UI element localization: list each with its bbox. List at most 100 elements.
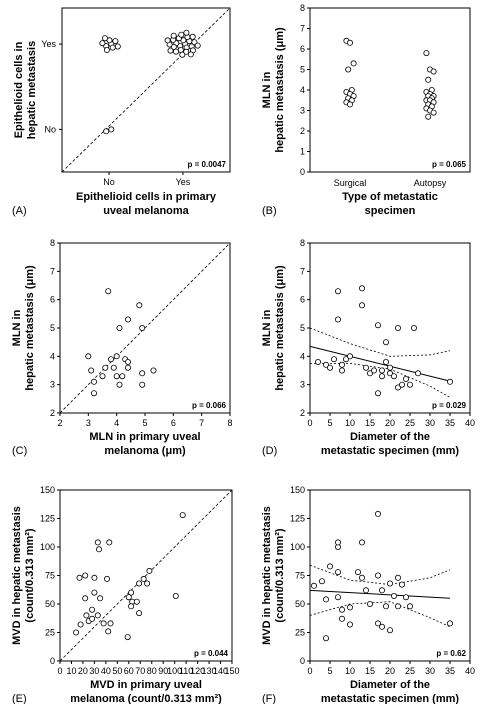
data-point (83, 612, 90, 619)
x-tick-label: 40 (465, 666, 475, 676)
data-point (183, 29, 190, 36)
y-axis-label: (count/0.313 mm²) (24, 528, 36, 622)
x-tick-label: 20 (78, 666, 88, 676)
data-point (378, 373, 385, 380)
data-point (136, 302, 143, 309)
data-point (374, 390, 381, 397)
data-point (390, 593, 397, 600)
data-point (378, 587, 385, 594)
data-point (334, 288, 341, 295)
data-point (378, 623, 385, 630)
data-point (338, 606, 345, 613)
data-point (374, 572, 381, 579)
data-point (402, 594, 409, 601)
data-point (406, 381, 413, 388)
panel-label: (E) (12, 693, 27, 704)
y-tick-label: 8 (300, 3, 305, 13)
y-tick-label: 0 (300, 167, 305, 177)
y-tick-label: 2 (300, 126, 305, 136)
panel-5: 0 10 20 30 40 50 60 70 80 90100110120130140150025… (11, 485, 240, 704)
panel-label: (C) (12, 445, 27, 457)
x-tick-label: 150 (224, 666, 239, 676)
confidence-band-upper (309, 327, 451, 357)
data-point (314, 358, 321, 365)
data-point (322, 635, 329, 642)
y-tick-label: 6 (300, 295, 305, 305)
data-point (346, 621, 353, 628)
p-value: p = 0.0047 (188, 160, 227, 169)
data-point (350, 60, 357, 67)
x-tick-label: 100 (167, 666, 182, 676)
x-tick-label: 25 (405, 666, 415, 676)
data-point (430, 68, 437, 75)
y-tick-label: 7 (50, 266, 55, 276)
x-axis-label: Diameter of the (350, 431, 430, 443)
data-point (402, 375, 409, 382)
x-axis-label: MVD in primary uveal (90, 679, 202, 691)
data-point (113, 373, 120, 380)
data-point (346, 353, 353, 360)
x-tick-label: 80 (147, 666, 157, 676)
y-tick-label: 100 (290, 542, 305, 552)
x-tick-label: 10 (345, 418, 355, 428)
y-axis-label: hepatic metastasis (26, 41, 38, 139)
data-point (119, 373, 126, 380)
data-point (179, 512, 186, 519)
x-tick-label: 5 (327, 666, 332, 676)
data-point (108, 356, 115, 363)
y-tick-label: 4 (300, 85, 305, 95)
data-point (345, 66, 352, 73)
x-tick-label: 20 (385, 666, 395, 676)
data-point (99, 40, 106, 47)
y-tick-label: No (44, 124, 56, 134)
x-tick-label: 120 (190, 666, 205, 676)
data-point (425, 76, 432, 83)
data-point (133, 598, 140, 605)
data-point (76, 574, 83, 581)
data-point (125, 358, 132, 365)
x-tick-label: 30 (89, 666, 99, 676)
x-tick-label: No (103, 177, 115, 187)
data-point (82, 572, 89, 579)
data-point (116, 381, 123, 388)
y-tick-label: 75 (295, 571, 305, 581)
y-tick-label: 150 (40, 485, 55, 495)
y-axis-label: hepatic metastasis (μm) (24, 265, 36, 391)
p-value: p = 0.065 (432, 160, 467, 169)
data-point (326, 364, 333, 371)
panel-label: (B) (262, 205, 277, 217)
data-point (125, 594, 132, 601)
data-point (124, 634, 131, 641)
data-point (425, 113, 432, 120)
panel-6: 0 5 10 15 20 25 30 35 40 0 25 50 75 100 125 150 p = 0.62… (261, 485, 475, 704)
x-tick-label: 8 (227, 418, 232, 428)
data-point (108, 126, 115, 133)
identity-line (59, 489, 233, 662)
data-point (167, 47, 174, 54)
y-tick-label: 25 (45, 628, 55, 638)
data-point (97, 595, 104, 602)
x-axis-label: specimen (365, 205, 416, 217)
y-tick-label: 3 (300, 106, 305, 116)
x-axis-label: MLN in primary uveal (89, 431, 200, 443)
x-tick-label: 15 (365, 418, 375, 428)
data-point (172, 48, 179, 55)
data-point (128, 589, 135, 596)
x-tick-label: 30 (425, 666, 435, 676)
x-tick-label: 10 (66, 666, 76, 676)
data-point (423, 50, 430, 57)
data-point (89, 606, 96, 613)
data-point (346, 101, 353, 108)
y-tick-label: 2 (50, 408, 55, 418)
x-tick-label: 15 (365, 666, 375, 676)
x-tick-label: 6 (171, 418, 176, 428)
y-tick-label: 50 (295, 599, 305, 609)
panel-label: (A) (12, 205, 27, 217)
x-axis-label: uveal melanoma (103, 205, 189, 217)
x-tick-label: 50 (112, 666, 122, 676)
data-point (394, 324, 401, 331)
data-point (91, 589, 98, 596)
x-tick-label: 60 (124, 666, 134, 676)
data-point (89, 615, 96, 622)
